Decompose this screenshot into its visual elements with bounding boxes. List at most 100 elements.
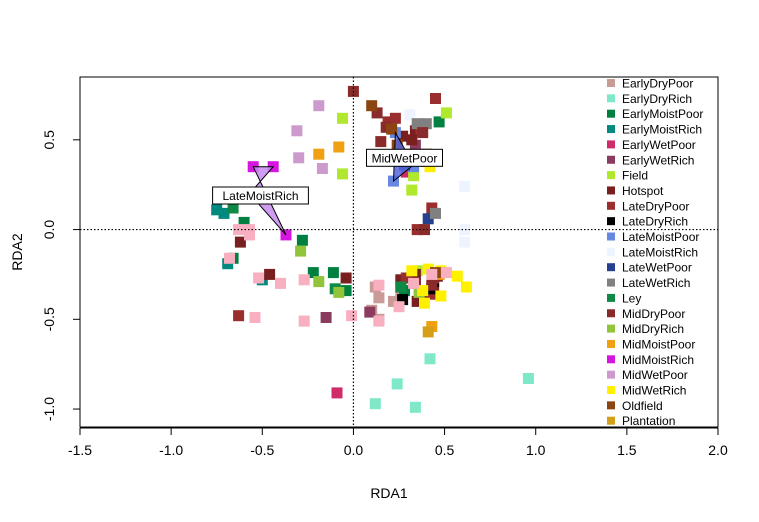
legend-label-latewetpoor: LateWetPoor (622, 261, 692, 275)
point-midwetpoor (316, 163, 328, 174)
point-unlabeled (224, 252, 235, 264)
point-unlabeled (346, 310, 358, 322)
point-latemoistrich (459, 181, 471, 192)
legend-swatch-earlywetrich (607, 155, 615, 164)
hull-label-box-latemoistrich (212, 186, 309, 205)
legend-label-earlywetrich: EarlyWetRich (622, 153, 694, 167)
hull-label-latemoistrich: LateMoistRich (222, 189, 298, 203)
legend-label-oldfield: Oldfield (622, 399, 663, 413)
point-earlymoistpoor (307, 267, 319, 279)
legend-swatch-latedryrich (607, 217, 615, 226)
legend-swatch-earlymoistrich (607, 125, 615, 134)
legend-swatch-midmoistpoor (607, 339, 615, 348)
point-unlabeled (253, 272, 265, 284)
legend-label-hotspot: Hotspot (622, 184, 664, 198)
point-middrypoor (426, 279, 438, 291)
legend-swatch-field (607, 171, 615, 180)
point-field (337, 112, 348, 124)
point-ley (395, 281, 407, 293)
legend-label-midmoistrich: MidMoistRich (622, 353, 694, 367)
hull-layer: LateMoistRich MidWetPoor (212, 130, 443, 236)
point-middryrich (295, 245, 307, 257)
legend-label-field: Field (622, 169, 648, 183)
point-unlabeled (440, 267, 452, 279)
legend-label-middrypoor: MidDryPoor (622, 307, 685, 321)
point-field (337, 168, 348, 180)
point-hotspot (406, 134, 418, 146)
point-earlywetpoor (331, 387, 343, 399)
legend-swatch-oldfield (607, 401, 615, 410)
legend-swatch-ley (607, 293, 615, 302)
legend-swatch-earlydrypoor (607, 79, 615, 87)
point-earlydryrich (424, 353, 436, 365)
legend-swatch-earlydryrich (607, 94, 615, 103)
legend-swatch-latemoistpoor (607, 232, 615, 241)
legend-label-middryrich: MidDryRich (622, 322, 684, 336)
point-ley (227, 202, 239, 214)
point-unlabeled (408, 277, 420, 289)
point-field (408, 170, 420, 182)
x-axis-label: RDA1 (370, 485, 408, 501)
legend-swatch-latewetrich (607, 278, 615, 287)
point-hotspot (397, 130, 409, 142)
legend-label-earlymoistrich: EarlyMoistRich (622, 123, 702, 137)
y-tick-label: 0.5 (41, 130, 57, 150)
point-latedrypoor (389, 112, 401, 124)
x-tick-label: -0.5 (250, 442, 274, 458)
point-midwetrich (419, 297, 430, 309)
reference-lines (80, 77, 718, 427)
legend-label-plantation: Plantation (622, 414, 675, 428)
point-field (440, 107, 452, 119)
point-latedrypoor (233, 310, 245, 322)
y-axis-label: RDA2 (9, 233, 25, 271)
legend-swatch-latewetpoor (607, 263, 615, 272)
legend-label-latemoistrich: LateMoistRich (622, 245, 698, 259)
hull-label-box-midwetpoor (366, 148, 443, 167)
point-latewetrich (430, 207, 441, 219)
legend-label-earlydrypoor: EarlyDryPoor (622, 77, 693, 91)
point-middryrich (313, 276, 325, 288)
point-middryrich (333, 286, 345, 298)
legend-label-midwetrich: MidWetRich (622, 384, 686, 398)
legend-swatch-midmoistrich (607, 355, 615, 364)
x-tick-label: 0.0 (344, 442, 364, 458)
point-plantation (422, 326, 434, 338)
point-hotspot (411, 295, 423, 307)
point-unlabeled (249, 312, 261, 323)
legend-swatch-earlymoistpoor (607, 109, 615, 118)
point-midwetpoor (293, 152, 305, 164)
point-oldfield (366, 100, 378, 112)
point-earlymoistrich (218, 207, 230, 219)
point-unlabeled (393, 301, 405, 313)
legend-label-midmoistpoor: MidMoistPoor (622, 337, 695, 351)
point-earlydryrich (409, 401, 421, 413)
point-midwetpoor (313, 100, 325, 112)
point-earlymoistrich (211, 204, 223, 216)
legend-swatch-hotspot (607, 186, 615, 195)
point-midwetrich (451, 270, 463, 282)
legend-swatch-middrypoor (607, 309, 615, 318)
point-unlabeled (244, 229, 255, 241)
point-hotspot (234, 236, 246, 248)
legend-label-ley: Ley (622, 291, 641, 305)
point-midwetrich (406, 265, 418, 277)
legend-label-earlymoistpoor: EarlyMoistPoor (622, 107, 703, 121)
legend-swatch-latemoistrich (607, 247, 615, 256)
x-tick-label: 2.0 (708, 442, 728, 458)
y-axis: -1.0 -0.5 0.0 0.5 (41, 130, 81, 421)
legend-swatch-earlywetpoor (607, 140, 615, 149)
point-latemoistrich (404, 109, 416, 121)
legend-label-earlydryrich: EarlyDryRich (622, 92, 692, 106)
point-unlabeled (298, 274, 310, 286)
point-oldfield (386, 123, 398, 135)
point-midmoistpoor (333, 141, 345, 153)
point-unlabeled (298, 315, 310, 327)
legend-label-midwetpoor: MidWetPoor (622, 368, 688, 382)
point-earlymoistpoor (433, 116, 445, 128)
x-tick-label: 0.5 (435, 442, 455, 458)
legend-label-latedryrich: LateDryRich (622, 215, 688, 229)
point-earlymoistpoor (296, 234, 308, 246)
